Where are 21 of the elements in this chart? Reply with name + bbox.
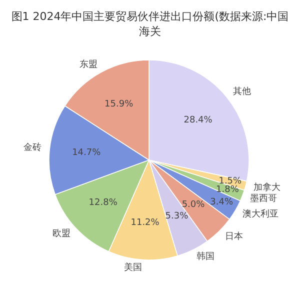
slice-label: 日本 xyxy=(224,230,243,242)
chart-title: 图1 2024年中国主要贸易伙伴进出口份额(数据来源:中国海关 xyxy=(11,10,289,38)
slice-label: 金砖 xyxy=(24,142,42,154)
slice-label: 加拿大 xyxy=(253,182,280,193)
slice-label: 其他 xyxy=(233,86,252,98)
data-label: 15.9% xyxy=(104,100,134,110)
data-label: 11.2% xyxy=(130,218,160,228)
data-label: 12.8% xyxy=(88,198,118,208)
slice-label: 东盟 xyxy=(79,59,98,70)
data-label: 5.0% xyxy=(182,200,206,210)
data-label: 14.7% xyxy=(72,148,102,158)
slice-label: 美国 xyxy=(124,262,142,273)
data-label: 28.4% xyxy=(184,115,213,126)
slice-label: 韩国 xyxy=(196,250,215,262)
slice-label: 澳大利亚 xyxy=(242,208,278,220)
slice-label: 欧盟 xyxy=(52,228,70,239)
data-label: 5.3% xyxy=(165,212,189,222)
data-label: 3.4% xyxy=(210,197,234,208)
data-label: 1.8% xyxy=(216,184,240,195)
data-label: 1.5% xyxy=(218,176,242,187)
slice-label: 墨西哥 xyxy=(250,192,277,204)
